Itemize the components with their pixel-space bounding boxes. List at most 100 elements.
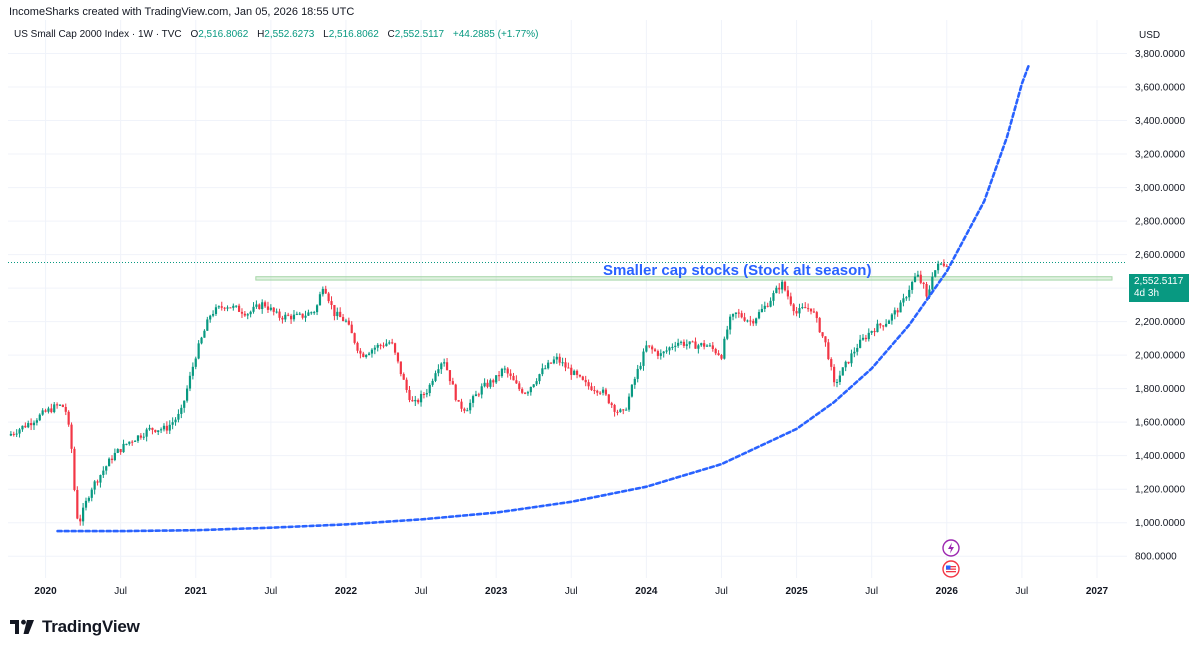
candle-body	[347, 320, 350, 325]
candle-body	[535, 381, 538, 385]
candle-body	[769, 300, 772, 307]
candle-body	[896, 310, 899, 313]
candle-body	[122, 443, 125, 453]
candle-body	[243, 313, 246, 316]
candle-body	[278, 311, 281, 318]
candle-body	[619, 409, 622, 413]
candle-body	[766, 305, 769, 307]
candle-body	[885, 323, 888, 327]
candle-body	[939, 263, 943, 265]
candle-body	[269, 307, 272, 310]
candle-body	[691, 341, 694, 343]
candle-body	[263, 302, 267, 307]
candle-body	[466, 410, 469, 412]
currency-label[interactable]: USD	[1139, 30, 1161, 41]
candle-body	[760, 308, 764, 313]
symbol-name[interactable]: US Small Cap 2000 Index · 1W · TVC	[14, 29, 182, 40]
candle-body	[301, 313, 304, 318]
candle-body	[194, 358, 197, 367]
candle-body	[945, 265, 948, 267]
candle-body	[809, 308, 813, 312]
candle-body	[922, 282, 925, 285]
candle-body	[445, 362, 449, 371]
candle-body	[174, 419, 177, 423]
candle-body	[708, 345, 712, 347]
candle-body	[578, 374, 582, 377]
candle-body	[911, 281, 914, 290]
tradingview-logo[interactable]: TradingView	[10, 617, 140, 637]
candle-body	[942, 263, 945, 266]
candle-body	[549, 362, 553, 364]
candle-body	[627, 396, 631, 410]
candle-body	[512, 375, 515, 381]
candle-body	[937, 263, 940, 271]
candle-body	[373, 347, 376, 350]
candle-body	[469, 402, 472, 411]
candle-body	[64, 406, 67, 412]
candle-body	[131, 441, 134, 443]
candle-body	[763, 305, 766, 309]
last-price-tag: 2,552.5117 4d 3h	[1129, 274, 1189, 302]
candle-body	[529, 387, 532, 393]
candle-body	[229, 307, 232, 309]
candle-body	[440, 363, 443, 370]
candle-body	[815, 312, 818, 319]
candle-body	[318, 294, 322, 306]
candle-body	[38, 414, 41, 421]
candle-body	[133, 440, 137, 442]
candle-body	[916, 274, 919, 277]
candle-body	[102, 470, 105, 476]
tradingview-logo-icon	[10, 619, 34, 634]
candle-body	[625, 409, 628, 411]
candle-body	[165, 425, 168, 431]
candle-body	[789, 296, 792, 305]
y-tick-label: 1,000.0000	[1135, 518, 1185, 529]
candle-body	[521, 389, 524, 393]
candle-body	[804, 307, 807, 309]
us-flag-icon[interactable]	[942, 560, 960, 578]
candle-body	[486, 382, 489, 387]
lightning-icon[interactable]	[942, 539, 960, 557]
candle-body	[266, 306, 270, 310]
candle-body	[616, 411, 619, 413]
y-tick-label: 2,800.0000	[1135, 217, 1185, 228]
candle-body	[665, 350, 668, 352]
candle-body	[919, 274, 922, 283]
candle-body	[581, 376, 584, 380]
candle-body	[258, 304, 261, 310]
candle-body	[457, 400, 460, 402]
candle-body	[876, 323, 879, 333]
candle-body	[870, 331, 873, 333]
candle-body	[925, 284, 928, 297]
candle-body	[697, 345, 700, 349]
candle-body	[304, 315, 307, 318]
candle-body	[688, 341, 691, 345]
candle-body	[157, 430, 160, 433]
y-tick-label: 1,400.0000	[1135, 451, 1185, 462]
candle-body	[385, 343, 388, 347]
candle-body	[648, 345, 651, 347]
open-label: O	[190, 29, 199, 40]
candle-body	[460, 401, 463, 409]
change-value: +44.2885 (+1.77%)	[452, 29, 539, 40]
candle-body	[367, 353, 371, 355]
candle-body	[425, 393, 428, 395]
candle-body	[934, 270, 937, 277]
bar-countdown: 4d 3h	[1134, 288, 1160, 299]
x-tick-label: Jul	[565, 586, 578, 597]
y-tick-label: 2,000.0000	[1135, 351, 1185, 362]
candle-body	[9, 433, 12, 436]
candle-body	[90, 489, 93, 498]
candle-body	[642, 351, 645, 366]
candle-body	[35, 420, 38, 423]
candle-body	[411, 400, 414, 402]
candle-body	[249, 311, 252, 315]
candle-body	[185, 388, 189, 401]
candle-body	[419, 393, 423, 403]
candle-body	[359, 350, 362, 354]
low-label: L	[323, 29, 329, 40]
candle-body	[726, 329, 729, 339]
y-tick-label: 3,800.0000	[1135, 49, 1185, 60]
brand-name: TradingView	[42, 617, 140, 636]
